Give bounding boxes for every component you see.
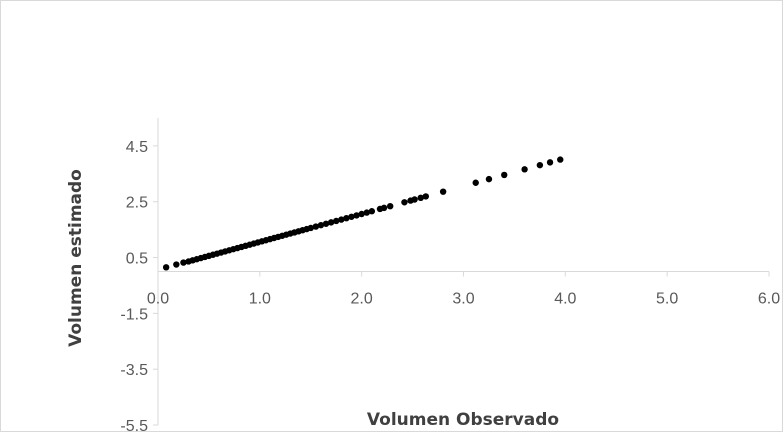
- data-point: [338, 216, 345, 223]
- data-point: [472, 179, 479, 186]
- data-point: [417, 194, 424, 202]
- data-point: [307, 224, 314, 232]
- y-tick-label: 2.5: [126, 195, 148, 212]
- data-point: [401, 199, 408, 206]
- data-point: [485, 175, 493, 183]
- x-tick-label: 5.0: [656, 291, 678, 308]
- data-point: [439, 188, 447, 195]
- data-point: [317, 221, 325, 229]
- data-point: [180, 259, 187, 266]
- data-point: [353, 212, 360, 219]
- x-axis-title: Volumen Observado: [367, 410, 559, 430]
- x-tick-label: 2.0: [351, 291, 373, 308]
- data-point: [501, 171, 508, 179]
- data-point: [380, 204, 388, 212]
- x-tick-label: 6.0: [758, 291, 780, 308]
- data-point: [536, 161, 544, 169]
- x-tick-label: 1.0: [249, 291, 271, 308]
- data-point: [386, 202, 394, 210]
- y-tick-label: -1.5: [120, 306, 148, 323]
- x-tick-label: 0.0: [147, 291, 169, 308]
- data-point: [521, 166, 528, 173]
- data-point: [348, 213, 355, 220]
- data-point: [411, 196, 418, 203]
- data-point: [327, 219, 335, 226]
- y-tick-label: 4.5: [126, 139, 148, 156]
- data-point: [368, 208, 376, 215]
- y-tick-label: 0.5: [126, 251, 148, 268]
- data-point: [358, 210, 365, 218]
- x-tick-label: 4.0: [554, 291, 576, 308]
- data-point: [557, 156, 564, 163]
- y-tick-label: -3.5: [120, 362, 148, 379]
- data-point: [173, 261, 180, 268]
- data-point: [333, 217, 340, 225]
- y-axis-title: Volumen estimado: [66, 169, 86, 347]
- data-point: [162, 264, 170, 271]
- x-tick-label: 3.0: [452, 291, 474, 308]
- data-point: [343, 214, 350, 222]
- data-point: [422, 193, 430, 200]
- data-point: [322, 220, 330, 227]
- data-point: [363, 209, 370, 216]
- data-point: [312, 223, 320, 230]
- y-tick-label: -5.5: [120, 418, 148, 433]
- data-point: [546, 159, 554, 166]
